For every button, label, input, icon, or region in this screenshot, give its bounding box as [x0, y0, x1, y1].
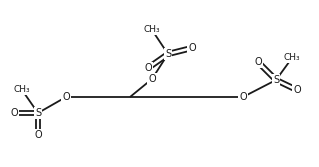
Text: O: O — [293, 85, 301, 95]
Text: S: S — [165, 49, 171, 59]
Text: CH₃: CH₃ — [14, 86, 30, 95]
Text: CH₃: CH₃ — [144, 26, 160, 35]
Text: O: O — [254, 57, 262, 67]
Text: S: S — [273, 75, 279, 85]
Text: O: O — [10, 108, 18, 118]
Text: S: S — [35, 108, 41, 118]
Text: O: O — [62, 92, 70, 102]
Text: O: O — [148, 74, 156, 84]
Text: O: O — [34, 130, 42, 140]
Text: CH₃: CH₃ — [284, 53, 300, 62]
Text: O: O — [144, 63, 152, 73]
Text: O: O — [188, 43, 196, 53]
Text: O: O — [239, 92, 247, 102]
